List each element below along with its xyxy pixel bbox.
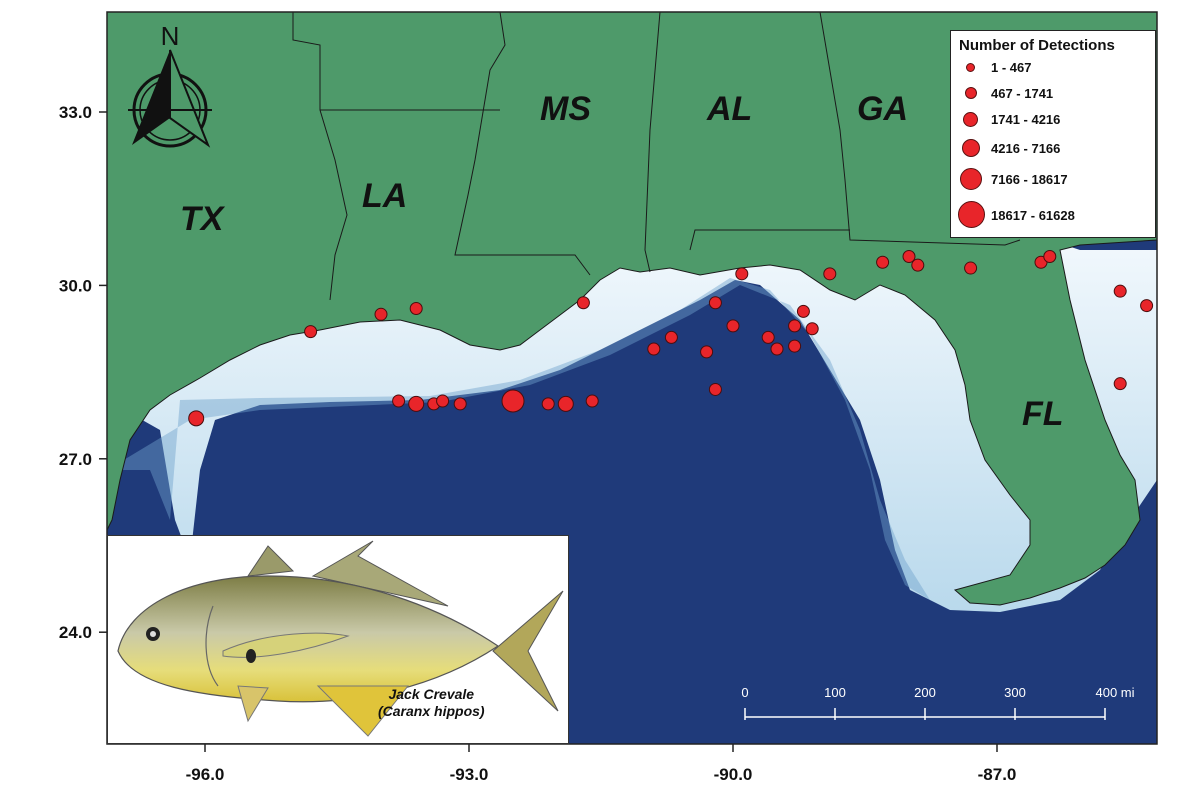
detection-point — [576, 296, 590, 310]
legend-dot — [962, 139, 980, 157]
legend-label: 1 - 467 — [991, 60, 1032, 75]
legend-dot — [958, 201, 985, 228]
scale-label-100: 100 — [824, 685, 846, 700]
caption-scientific-name: (Caranx hippos) — [378, 703, 485, 719]
legend-row: 7166 - 18617 — [951, 165, 1151, 191]
detection-point — [1140, 299, 1154, 313]
detection-point — [823, 267, 837, 281]
detection-point — [788, 319, 802, 333]
y-tick-label: 30.0 — [59, 276, 92, 295]
state-label-la: LA — [362, 177, 407, 215]
state-label-tx: TX — [180, 200, 226, 238]
legend-dot — [963, 112, 978, 127]
detection-point — [1113, 377, 1127, 391]
detection-point — [805, 322, 819, 336]
detection-point — [726, 319, 740, 333]
detection-point — [585, 394, 599, 408]
legend-row: 18617 - 61628 — [951, 199, 1151, 228]
y-axis: 33.0 30.0 27.0 24.0 — [59, 103, 107, 642]
y-tick-label: 27.0 — [59, 450, 92, 469]
detection-point — [541, 397, 555, 411]
detection-point — [408, 395, 425, 412]
scale-label-400: 400 mi — [1095, 685, 1134, 700]
species-inset: Jack Crevale (Caranx hippos) — [107, 535, 569, 744]
land-mass — [107, 12, 1157, 606]
detection-point — [453, 397, 467, 411]
scale-bar — [744, 708, 1106, 720]
inset-caption: Jack Crevale (Caranx hippos) — [378, 686, 485, 720]
legend-row: 1741 - 4216 — [951, 107, 1151, 133]
detection-point — [700, 345, 714, 359]
map-frame — [106, 11, 1158, 745]
detection-point — [557, 395, 574, 412]
legend-label: 4216 - 7166 — [991, 141, 1061, 156]
detection-point — [902, 250, 916, 263]
north-arrow: N — [128, 21, 212, 148]
detection-point — [911, 258, 925, 272]
x-axis: -96.0-93.0-90.0-87.0-84.0-81.0 — [186, 744, 1017, 784]
detection-point — [796, 304, 810, 318]
state-label-ms: MS — [540, 90, 591, 128]
legend-dot — [960, 168, 982, 190]
jack-crevale-illustration — [117, 540, 564, 737]
detection-point — [409, 302, 423, 316]
x-tick-label: -87.0 — [978, 765, 1017, 784]
legend-row: 467 - 1741 — [951, 81, 1151, 107]
detection-point — [374, 307, 388, 321]
legend-label: 1741 - 4216 — [991, 112, 1061, 127]
detection-point — [436, 394, 450, 408]
detection-point — [392, 394, 406, 408]
legend-dot — [965, 87, 977, 99]
scale-label-0: 0 — [741, 685, 748, 700]
detection-point — [708, 382, 722, 396]
detection-point — [501, 389, 525, 413]
north-label: N — [161, 21, 180, 51]
x-tick-label: -93.0 — [450, 765, 489, 784]
detection-point — [1043, 250, 1057, 263]
legend-label: 467 - 1741 — [991, 86, 1054, 101]
legend-title: Number of Detections — [959, 37, 1115, 54]
detection-point — [770, 342, 784, 356]
x-tick-label: -96.0 — [186, 765, 225, 784]
y-tick-label: 24.0 — [59, 623, 92, 642]
detection-point — [1185, 389, 1197, 401]
legend-label: 18617 - 61628 — [991, 208, 1075, 223]
detection-point — [664, 330, 678, 344]
legend-label: 7166 - 18617 — [991, 172, 1068, 187]
detection-point — [876, 255, 890, 269]
scale-label-300: 300 — [1004, 685, 1026, 700]
state-label-al: AL — [706, 90, 752, 128]
detection-points — [188, 250, 1200, 427]
detection-point — [304, 325, 318, 339]
detection-point — [735, 267, 749, 281]
y-tick-label: 33.0 — [59, 103, 92, 122]
detection-point — [788, 339, 802, 353]
caption-common-name: Jack Crevale — [388, 686, 475, 702]
legend-row: 4216 - 7166 — [951, 135, 1151, 161]
detection-point — [964, 261, 978, 275]
detection-point — [1158, 297, 1170, 309]
continental-shelf — [107, 230, 1157, 612]
detection-point — [1167, 383, 1179, 395]
detection-point — [1193, 285, 1200, 297]
detection-point — [1113, 284, 1127, 298]
legend-dot — [966, 63, 975, 72]
detection-point — [708, 296, 722, 310]
scale-label-200: 200 — [914, 685, 936, 700]
state-label-ga: GA — [857, 90, 908, 128]
state-borders — [292, 12, 1021, 301]
legend-row: 1 - 467 — [951, 55, 1151, 81]
legend: Number of Detections 1 - 467 467 - 1741 … — [950, 30, 1156, 238]
detection-point — [647, 342, 661, 356]
state-label-fl: FL — [1022, 395, 1064, 433]
x-tick-label: -90.0 — [714, 765, 753, 784]
detection-point — [188, 410, 205, 427]
detection-point — [761, 330, 775, 344]
